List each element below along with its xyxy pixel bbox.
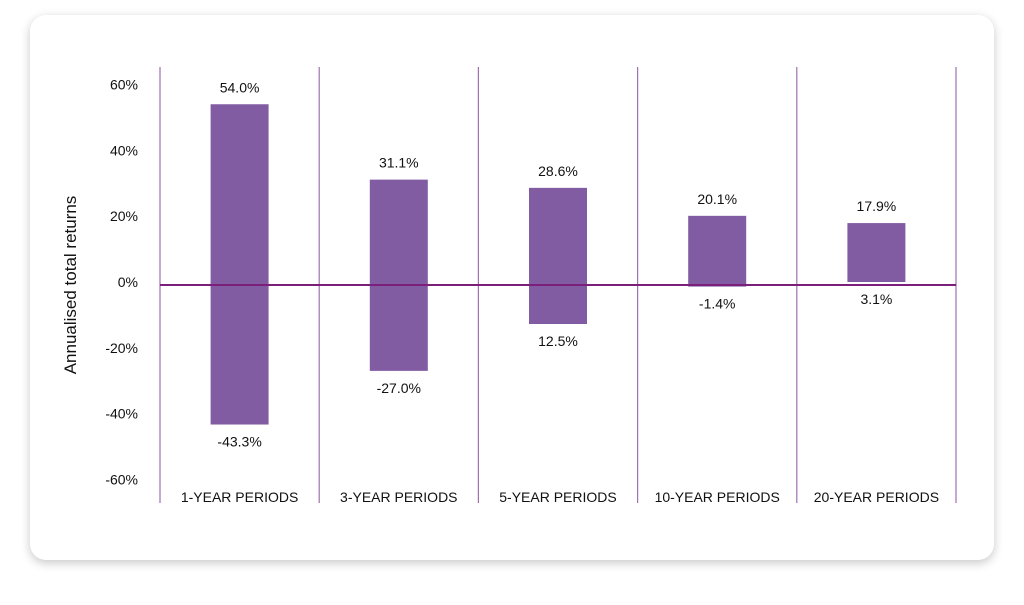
y-tick-label: -20% — [105, 340, 138, 356]
y-tick-label: 0% — [118, 274, 138, 290]
category-label: 20-YEAR PERIODS — [814, 489, 939, 505]
category-label: 1-YEAR PERIODS — [181, 489, 298, 505]
y-tick-label: 20% — [110, 208, 138, 224]
category-label: 10-YEAR PERIODS — [655, 489, 780, 505]
y-tick-label: 60% — [110, 77, 138, 93]
y-tick-label: 40% — [110, 142, 138, 158]
max-value-label: 54.0% — [220, 79, 260, 95]
min-value-label: -1.4% — [699, 296, 736, 312]
min-value-label: 12.5% — [538, 333, 578, 349]
range-bar — [369, 179, 428, 371]
category-label: 3-YEAR PERIODS — [340, 489, 457, 505]
min-value-label: -43.3% — [217, 434, 261, 450]
min-value-label: 3.1% — [860, 291, 892, 307]
y-axis-label: Annualised total returns — [61, 196, 80, 375]
range-bar — [688, 215, 747, 287]
chart-card — [30, 15, 994, 560]
min-value-label: -27.0% — [377, 380, 421, 396]
y-tick-label: -60% — [105, 472, 138, 488]
max-value-label: 20.1% — [697, 191, 737, 207]
max-value-label: 28.6% — [538, 163, 578, 179]
range-bar — [210, 104, 269, 425]
y-tick-label: -40% — [105, 406, 138, 422]
max-value-label: 17.9% — [857, 198, 897, 214]
range-bar — [529, 187, 587, 324]
max-value-label: 31.1% — [379, 155, 419, 171]
category-label: 5-YEAR PERIODS — [499, 489, 616, 505]
range-bar — [847, 223, 906, 282]
